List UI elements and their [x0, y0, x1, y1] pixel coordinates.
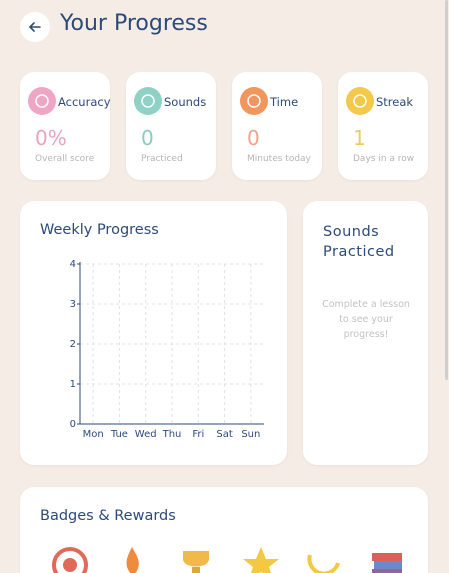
stat-value: 0 [141, 126, 154, 150]
page-title: Your Progress [60, 11, 208, 36]
stat-card: Time 0 Minutes today [232, 72, 322, 180]
stat-label: Accuracy [58, 95, 111, 109]
y-tick-label: 4 [70, 259, 76, 270]
sounds-title: Sounds Practiced [323, 224, 395, 260]
stat-icon [346, 87, 374, 115]
x-tick-label: Sat [216, 429, 232, 440]
stat-label: Sounds [164, 95, 207, 109]
y-tick-label: 2 [70, 339, 76, 350]
stat-value: 0 [247, 126, 260, 150]
stat-caption: Practiced [141, 154, 183, 164]
weekly-card: Weekly Progress 0 1 2 3 4 Mon Tue Wed Thu Fri Sat S… [20, 201, 287, 465]
y-tick-label: 0 [70, 419, 76, 430]
weekly-chart: 0 1 2 3 4 Mon Tue Wed Thu Fri Sat Sun [70, 259, 264, 440]
stat-card: Streak 1 Days in a row [338, 72, 428, 180]
stat-caption: Days in a row [353, 154, 415, 164]
back-button[interactable] [20, 12, 50, 42]
x-tick-label: Wed [135, 429, 157, 440]
sounds-card: Sounds Practiced Complete a lesson to se… [303, 201, 428, 465]
sounds-message: Complete a lesson to see your progress! [322, 299, 410, 340]
stat-card: Accuracy 0% Overall score [20, 72, 111, 180]
x-tick-label: Thu [162, 429, 182, 440]
badges-title: Badges & Rewards [40, 508, 176, 524]
stat-caption: Overall score [35, 154, 95, 164]
stat-icon [134, 87, 162, 115]
stat-caption: Minutes today [247, 154, 311, 164]
x-tick-label: Sun [241, 429, 260, 440]
y-tick-label: 1 [70, 379, 76, 390]
stat-label: Streak [376, 95, 414, 109]
stat-icon [240, 87, 268, 115]
weekly-title: Weekly Progress [40, 222, 159, 238]
badges-card: Badges & Rewards [20, 487, 428, 573]
y-tick-label: 3 [70, 299, 76, 310]
x-tick-label: Mon [83, 429, 104, 440]
badge-icons [52, 547, 402, 573]
stat-value: 1 [353, 126, 366, 150]
scrollbar [445, 0, 448, 380]
x-tick-label: Fri [192, 429, 204, 440]
stat-card: Sounds 0 Practiced [126, 72, 216, 180]
stat-label: Time [270, 95, 299, 109]
stat-value: 0% [35, 126, 67, 150]
stat-icon [28, 87, 56, 115]
x-tick-label: Tue [110, 429, 128, 440]
